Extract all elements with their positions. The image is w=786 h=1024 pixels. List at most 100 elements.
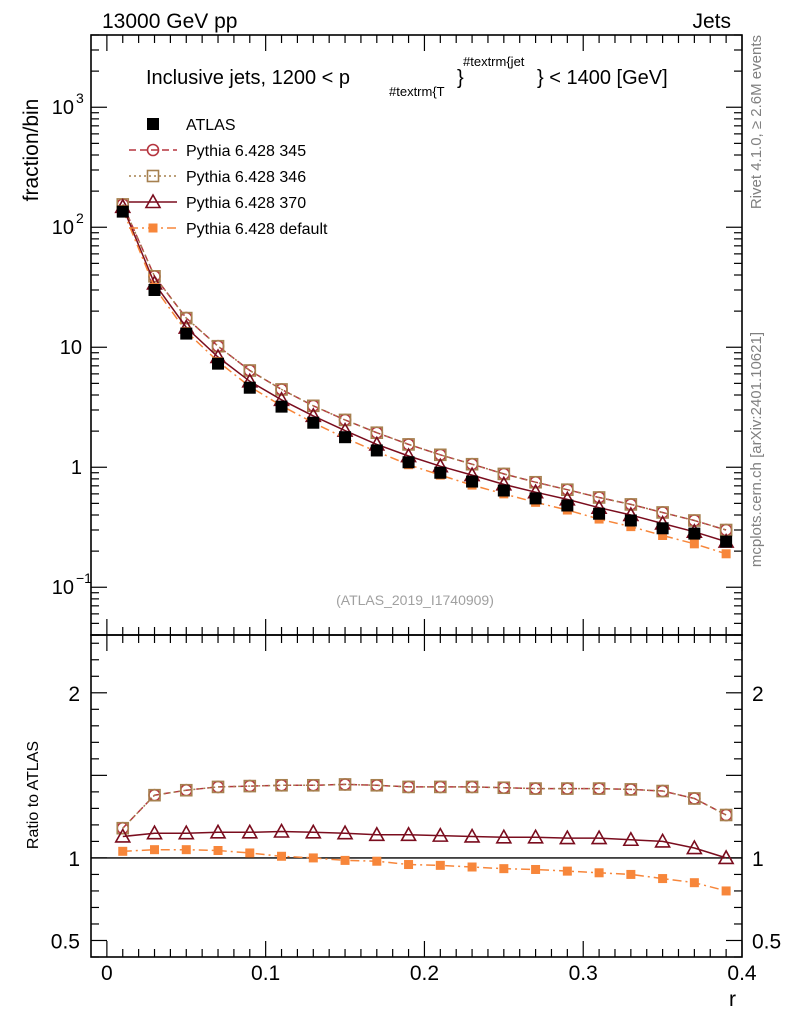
ratio-point-pdefault	[499, 864, 509, 874]
main-point-p346	[306, 399, 320, 413]
ratio-point-p370	[304, 823, 322, 839]
ratio-point-pdefault	[150, 845, 160, 855]
main-point-atlas	[243, 381, 256, 394]
ratio-point-p346	[211, 780, 225, 794]
ratio-point-p370	[463, 827, 481, 843]
ratio-y-tick-label-right: 0.5	[752, 930, 781, 953]
x-tick-label: 0.3	[569, 962, 598, 985]
main-y-tick-label: 10	[52, 217, 74, 239]
main-plot-series	[114, 198, 735, 559]
analysis-id-watermark: (ATLAS_2019_I1740909)	[336, 592, 494, 608]
ratio-point-p346	[656, 784, 669, 798]
ratio-point-p346	[275, 778, 288, 792]
main-point-p346	[338, 413, 352, 427]
ratio-point-p370	[146, 824, 163, 840]
ratio-y-tick-label-right: 2	[752, 683, 764, 706]
title-end-text: } < 1400 [GeV]	[537, 67, 668, 89]
main-point-p346	[624, 498, 638, 511]
ratio-point-pdefault	[721, 886, 731, 896]
ratio-point-pdefault	[658, 874, 668, 884]
ratio-point-p370	[558, 829, 576, 845]
ratio-point-p370	[368, 826, 386, 842]
ratio-point-p370	[336, 824, 354, 840]
ratio-point-p346	[434, 780, 447, 794]
main-point-atlas	[212, 357, 225, 370]
main-y-tick-exponent: −1	[76, 570, 92, 586]
main-point-atlas	[180, 327, 193, 340]
main-y-tick-label: 10	[52, 97, 74, 119]
legend-marker-p345	[146, 143, 160, 157]
mcplots-label: mcplots.cern.ch [arXiv:2401.10621]	[748, 332, 765, 567]
ratio-point-pdefault	[689, 878, 699, 888]
main-point-atlas	[529, 492, 542, 505]
ratio-point-pdefault	[467, 862, 477, 872]
ratio-plot-series	[114, 778, 735, 896]
ratio-point-p346	[624, 783, 638, 796]
ratio-point-p370	[209, 823, 227, 839]
ratio-y-tick-label-left: 2	[68, 683, 80, 706]
ratio-point-p370	[241, 823, 259, 839]
ratio-point-p346	[592, 782, 606, 795]
main-point-p346	[529, 475, 542, 489]
ratio-point-pdefault	[213, 845, 223, 855]
ratio-axis-ticks	[91, 35, 743, 958]
main-point-p346	[275, 383, 288, 396]
main-point-atlas	[688, 527, 701, 540]
main-point-atlas	[148, 283, 161, 296]
ratio-y-tick-label-left: 0.5	[51, 930, 80, 953]
ratio-point-p370	[622, 831, 640, 847]
ratio-point-p346	[561, 782, 574, 795]
main-point-p346	[243, 364, 257, 377]
main-point-atlas	[497, 484, 510, 497]
main-point-pdefault	[721, 549, 731, 559]
main-point-atlas	[275, 400, 288, 413]
x-tick-label: 0	[101, 962, 113, 985]
ratio-point-p370	[495, 828, 513, 844]
ratio-point-p370	[590, 829, 608, 845]
ratio-point-pdefault	[531, 864, 541, 874]
ratio-point-pdefault	[372, 856, 382, 866]
main-point-atlas	[466, 475, 479, 488]
ratio-point-p346	[370, 778, 384, 792]
legend-label-p346: Pythia 6.428 346	[186, 169, 306, 186]
main-y-axis-label: fraction/bin	[20, 99, 43, 202]
main-point-p346	[211, 339, 225, 353]
main-point-p346	[561, 483, 574, 496]
ratio-point-p370	[177, 824, 195, 840]
ratio-point-pdefault	[118, 846, 128, 856]
ratio-point-p346	[306, 778, 320, 792]
rivet-version-label: Rivet 4.1.0, ≥ 2.6M events	[748, 35, 765, 209]
ratio-plot-frame	[90, 634, 743, 958]
legend-marker-p370	[144, 193, 162, 209]
ratio-point-p370	[431, 826, 449, 842]
ratio-point-p370	[527, 828, 544, 844]
header-category-label: Jets	[692, 10, 731, 33]
main-y-tick-label: 1	[71, 457, 82, 479]
ratio-point-p346	[148, 788, 161, 802]
main-point-atlas	[307, 416, 320, 429]
legend-label-p370: Pythia 6.428 370	[186, 195, 306, 212]
main-point-atlas	[116, 205, 129, 218]
ratio-point-p370	[114, 827, 132, 843]
ratio-point-pdefault	[245, 848, 255, 858]
legend-label-p345: Pythia 6.428 345	[186, 143, 306, 160]
ratio-y-axis-tick-labels: 0.5 0.5 1 1 2 2	[51, 683, 781, 954]
ratio-point-p346	[688, 792, 701, 805]
main-plot-title: Inclusive jets, 1200 < p #textrm{T } #te…	[146, 54, 668, 99]
ratio-point-p346	[719, 808, 733, 822]
ratio-point-p346	[402, 780, 415, 794]
main-point-atlas	[434, 466, 447, 479]
title-main-text: Inclusive jets, 1200 < p	[146, 67, 350, 89]
ratio-point-p370	[400, 826, 417, 842]
main-point-p346	[592, 491, 606, 504]
ratio-point-p346	[243, 779, 257, 793]
main-point-atlas	[370, 444, 383, 457]
main-point-atlas	[561, 499, 574, 512]
main-line-p370	[122, 206, 727, 543]
legend-marker-atlas	[147, 118, 159, 130]
ratio-point-pdefault	[404, 860, 414, 870]
title-superscript-text: #textrm{jet	[463, 54, 525, 69]
x-tick-label: 0.1	[251, 962, 280, 985]
ratio-point-pdefault	[308, 853, 318, 863]
